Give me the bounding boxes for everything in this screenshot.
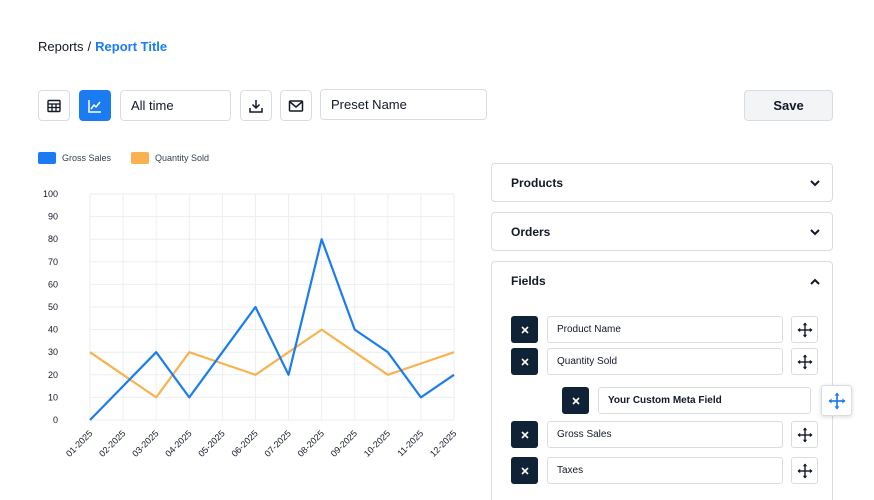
legend-label: Gross Sales bbox=[62, 153, 112, 163]
x-tick-label: 11-2025 bbox=[395, 428, 425, 458]
y-tick-label: 20 bbox=[48, 370, 58, 380]
series-line-quantity-sold bbox=[89, 328, 455, 399]
remove-field-button[interactable] bbox=[511, 457, 538, 484]
drag-handle[interactable] bbox=[791, 316, 818, 343]
download-button[interactable] bbox=[240, 90, 272, 121]
mail-icon bbox=[288, 99, 304, 112]
drag-handle[interactable] bbox=[791, 457, 818, 484]
close-icon bbox=[520, 466, 529, 475]
x-tick-label: 06-2025 bbox=[229, 428, 259, 458]
x-tick-label: 08-2025 bbox=[296, 428, 326, 458]
y-tick-label: 40 bbox=[48, 325, 58, 335]
x-tick-label: 07-2025 bbox=[263, 428, 293, 458]
drag-handle[interactable] bbox=[791, 348, 818, 375]
breadcrumb-separator: / bbox=[87, 39, 92, 54]
field-row: Quantity Sold bbox=[511, 348, 818, 375]
close-icon bbox=[520, 357, 529, 366]
preset-name-input[interactable]: Preset Name bbox=[320, 89, 487, 120]
legend-swatch bbox=[131, 152, 150, 164]
legend-swatch bbox=[38, 152, 56, 164]
panel-title: Products bbox=[511, 176, 564, 190]
date-range-select[interactable]: All time bbox=[120, 90, 231, 121]
y-tick-label: 50 bbox=[48, 302, 58, 312]
drag-handle[interactable] bbox=[791, 421, 818, 448]
move-icon bbox=[828, 392, 845, 409]
close-icon bbox=[520, 430, 529, 439]
series-line-gross-sales bbox=[89, 238, 455, 421]
y-tick-label: 30 bbox=[48, 347, 58, 357]
close-icon bbox=[571, 396, 580, 405]
products-panel[interactable]: Products bbox=[491, 163, 833, 202]
remove-field-button[interactable] bbox=[511, 348, 538, 375]
move-icon bbox=[797, 463, 812, 478]
panel-header[interactable]: Fields bbox=[492, 262, 832, 300]
y-tick-label: 10 bbox=[48, 392, 58, 402]
panel-title: Fields bbox=[511, 274, 546, 288]
close-icon bbox=[520, 325, 529, 334]
move-icon bbox=[797, 322, 812, 337]
line-chart: 0 10 20 30 40 50 60 70 80 90 100 01-2025 02-2025 03-2… bbox=[43, 189, 458, 459]
field-row: Taxes bbox=[511, 457, 818, 484]
field-name: Quantity Sold bbox=[547, 348, 783, 375]
y-tick-label: 90 bbox=[48, 212, 58, 222]
remove-field-button[interactable] bbox=[562, 387, 589, 414]
panel-header[interactable]: Products bbox=[492, 164, 832, 202]
x-tick-label: 03-2025 bbox=[130, 428, 160, 458]
field-row: Gross Sales bbox=[511, 421, 818, 448]
y-tick-label: 100 bbox=[43, 189, 58, 199]
breadcrumb-reports-link[interactable]: Reports bbox=[38, 39, 84, 54]
table-view-button[interactable] bbox=[38, 90, 70, 121]
email-button[interactable] bbox=[280, 90, 312, 121]
x-tick-label: 10-2025 bbox=[362, 428, 392, 458]
line-chart-icon bbox=[88, 99, 101, 113]
y-tick-label: 60 bbox=[48, 279, 58, 289]
remove-field-button[interactable] bbox=[511, 421, 538, 448]
breadcrumb-current: Report Title bbox=[95, 39, 168, 54]
x-tick-label: 05-2025 bbox=[196, 428, 226, 458]
field-row: Product Name bbox=[511, 316, 818, 343]
y-tick-label: 0 bbox=[53, 415, 58, 425]
field-name: Gross Sales bbox=[547, 421, 783, 448]
field-row-dragging: Your Custom Meta Field bbox=[562, 385, 852, 416]
chevron-up-icon bbox=[810, 276, 820, 286]
x-tick-label: 01-2025 bbox=[64, 428, 94, 458]
x-tick-label: 12-2025 bbox=[428, 428, 458, 458]
breadcrumb: Reports / Report Title bbox=[38, 39, 167, 54]
panel-title: Orders bbox=[511, 225, 551, 239]
remove-field-button[interactable] bbox=[511, 316, 538, 343]
chevron-down-icon bbox=[810, 178, 820, 188]
save-button[interactable]: Save bbox=[744, 90, 833, 121]
x-tick-label: 02-2025 bbox=[97, 428, 127, 458]
field-name: Your Custom Meta Field bbox=[598, 387, 811, 414]
move-icon bbox=[797, 354, 812, 369]
drag-handle[interactable] bbox=[821, 385, 852, 416]
legend-item-gross-sales[interactable]: Gross Sales bbox=[38, 152, 111, 164]
orders-panel[interactable]: Orders bbox=[491, 212, 833, 251]
chevron-down-icon bbox=[810, 227, 820, 237]
panel-header[interactable]: Orders bbox=[492, 213, 832, 251]
x-tick-label: 09-2025 bbox=[329, 428, 359, 458]
y-tick-label: 80 bbox=[48, 234, 58, 244]
x-tick-label: 04-2025 bbox=[163, 428, 193, 458]
field-name: Taxes bbox=[547, 457, 783, 484]
legend-label: Quantity Sold bbox=[155, 153, 210, 163]
field-name: Product Name bbox=[547, 316, 783, 343]
move-icon bbox=[797, 427, 812, 442]
legend-item-quantity-sold[interactable]: Quantity Sold bbox=[131, 152, 209, 164]
chart-view-button[interactable] bbox=[79, 90, 111, 121]
y-tick-label: 70 bbox=[48, 257, 58, 267]
table-icon bbox=[47, 99, 61, 112]
download-icon bbox=[249, 99, 263, 113]
chart-legend: Gross Sales Quantity Sold bbox=[38, 152, 229, 164]
